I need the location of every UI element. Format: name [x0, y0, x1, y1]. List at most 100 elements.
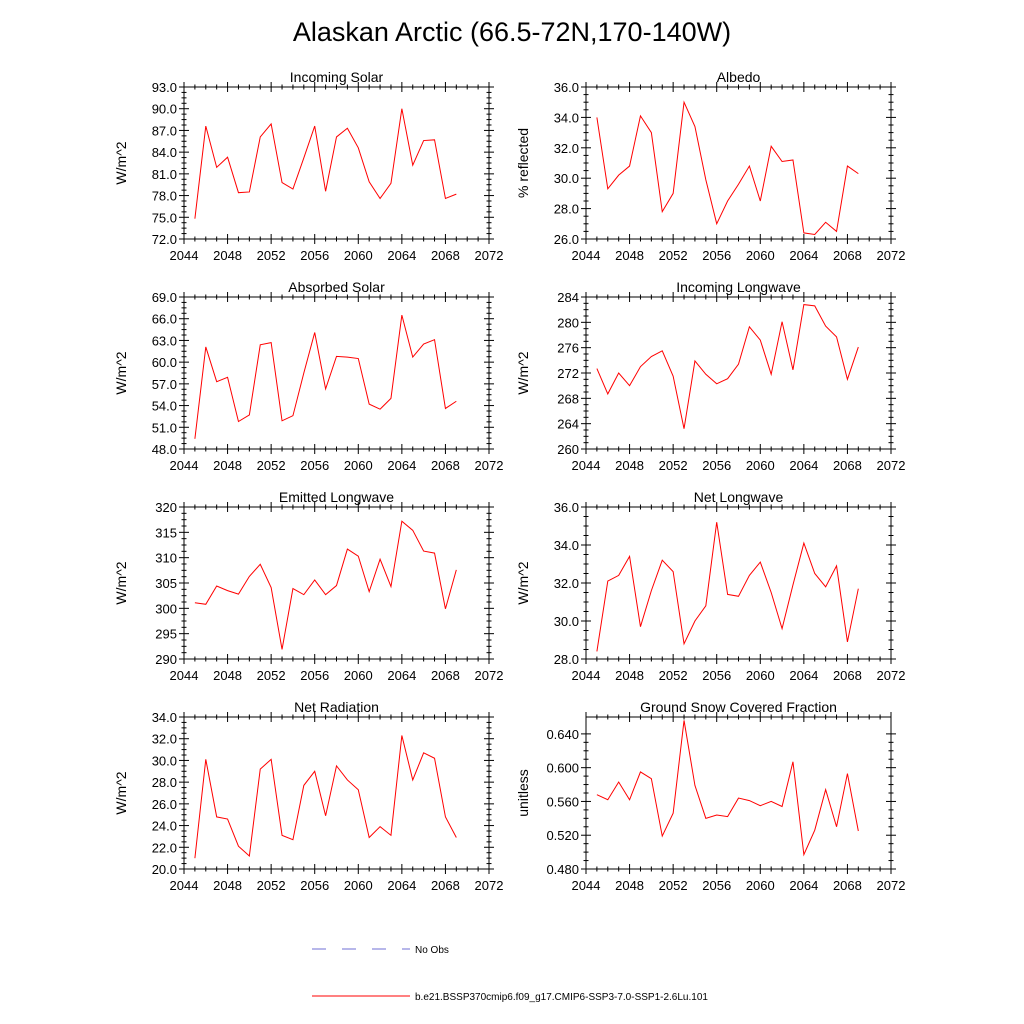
y-tick-label: 87.0: [152, 123, 177, 138]
y-axis-label: W/m^2: [113, 771, 129, 814]
y-tick-label: 78.0: [152, 189, 177, 204]
panel-title: Ground Snow Covered Fraction: [640, 699, 837, 715]
x-tick-label: 2068: [431, 458, 460, 473]
x-tick-label: 2056: [300, 668, 329, 683]
series-line-0: [596, 522, 859, 652]
panel-title: Emitted Longwave: [279, 489, 394, 505]
x-tick-label: 2060: [746, 248, 775, 263]
x-tick-label: 2044: [170, 458, 199, 473]
x-tick-label: 2048: [615, 248, 644, 263]
x-tick-label: 2064: [789, 668, 818, 683]
x-tick-label: 2048: [615, 668, 644, 683]
y-tick-label: 268: [557, 391, 579, 406]
x-tick-label: 2060: [746, 458, 775, 473]
panel-absorbed-solar: Absorbed Solar W/m^2 2044 2048 2052 2056 2060 2…: [113, 279, 503, 473]
y-tick-label: 90.0: [152, 102, 177, 117]
y-tick-label: 75.0: [152, 210, 177, 225]
x-tick-label: 2044: [170, 878, 199, 893]
series-line-0: [194, 108, 457, 219]
panel-net-longwave: Net Longwave W/m^2 2044 2048 2052 2056 2060 206…: [515, 489, 905, 683]
x-tick-label: 2056: [300, 248, 329, 263]
x-tick-label: 2060: [746, 878, 775, 893]
legend-model-label: b.e21.BSSP370cmip6.f09_g17.CMIP6-SSP3-7.…: [415, 992, 708, 1003]
y-tick-label: 54.0: [152, 399, 177, 414]
plot-frame: [585, 506, 892, 660]
panel-title: Net Radiation: [294, 699, 379, 715]
y-tick-label: 84.0: [152, 145, 177, 160]
x-tick-label: 2044: [170, 248, 199, 263]
panel-title: Net Longwave: [694, 489, 784, 505]
x-tick-label: 2064: [789, 878, 818, 893]
y-tick-label: 24.0: [152, 819, 177, 834]
series-line-0: [194, 735, 457, 859]
x-tick-label: 2064: [387, 878, 416, 893]
x-tick-label: 2052: [257, 248, 286, 263]
x-tick-label: 2044: [572, 878, 601, 893]
y-tick-label: 36.0: [554, 80, 579, 95]
x-tick-label: 2044: [572, 668, 601, 683]
x-tick-label: 2052: [257, 878, 286, 893]
legend-obs-label: No Obs: [415, 945, 449, 956]
figure-title: Alaskan Arctic (66.5-72N,170-140W): [293, 17, 731, 47]
y-tick-label: 34.0: [152, 710, 177, 725]
plot-frame: [183, 506, 490, 660]
x-tick-label: 2052: [659, 878, 688, 893]
y-tick-label: 272: [557, 366, 579, 381]
x-tick-label: 2044: [572, 248, 601, 263]
x-tick-label: 2064: [789, 248, 818, 263]
x-tick-label: 2060: [746, 668, 775, 683]
x-tick-label: 2064: [387, 458, 416, 473]
x-tick-label: 2068: [833, 878, 862, 893]
series-line-0: [596, 304, 859, 429]
y-tick-label: 32.0: [554, 576, 579, 591]
y-tick-label: 30.0: [554, 171, 579, 186]
y-tick-label: 81.0: [152, 167, 177, 182]
plot-frame: [585, 86, 892, 240]
x-tick-label: 2048: [615, 458, 644, 473]
x-tick-label: 2060: [344, 248, 373, 263]
y-tick-label: 93.0: [152, 80, 177, 95]
x-tick-label: 2056: [702, 878, 731, 893]
x-tick-label: 2072: [475, 668, 504, 683]
x-tick-label: 2044: [170, 668, 199, 683]
y-tick-label: 66.0: [152, 312, 177, 327]
x-tick-label: 2052: [257, 458, 286, 473]
x-tick-label: 2072: [475, 458, 504, 473]
x-tick-label: 2072: [877, 248, 906, 263]
y-tick-label: 60.0: [152, 355, 177, 370]
y-tick-label: 264: [557, 417, 579, 432]
panel-incoming-longwave: Incoming Longwave W/m^2 2044 2048 2052 2056 20…: [515, 279, 905, 473]
y-axis-label: W/m^2: [113, 141, 129, 184]
y-tick-label: 0.520: [546, 828, 579, 843]
x-tick-label: 2072: [475, 248, 504, 263]
legend: No Obs b.e21.BSSP370cmip6.f09_g17.CMIP6-…: [312, 945, 708, 1003]
x-tick-label: 2056: [300, 458, 329, 473]
x-tick-label: 2068: [431, 878, 460, 893]
x-tick-label: 2048: [213, 458, 242, 473]
y-tick-label: 48.0: [152, 442, 177, 457]
y-tick-label: 22.0: [152, 840, 177, 855]
series-line-0: [596, 100, 859, 235]
series-line-0: [194, 520, 457, 650]
x-tick-label: 2072: [877, 458, 906, 473]
y-tick-label: 284: [557, 290, 579, 305]
y-tick-label: 28.0: [554, 652, 579, 667]
x-tick-label: 2072: [475, 878, 504, 893]
panel-incoming-solar: Incoming Solar W/m^2 2044 2048 2052 2056 2060 2…: [113, 69, 503, 263]
y-axis-label: W/m^2: [515, 561, 531, 604]
y-tick-label: 320: [155, 500, 177, 515]
x-tick-label: 2064: [387, 248, 416, 263]
x-tick-label: 2068: [833, 458, 862, 473]
x-tick-label: 2044: [572, 458, 601, 473]
y-axis-label: W/m^2: [113, 351, 129, 394]
y-tick-label: 57.0: [152, 377, 177, 392]
plot-frame: [585, 296, 892, 450]
y-axis-label: W/m^2: [515, 351, 531, 394]
y-tick-label: 305: [155, 576, 177, 591]
y-tick-label: 69.0: [152, 290, 177, 305]
x-tick-label: 2052: [659, 248, 688, 263]
x-tick-label: 2048: [213, 878, 242, 893]
x-tick-label: 2068: [833, 248, 862, 263]
y-tick-label: 51.0: [152, 420, 177, 435]
